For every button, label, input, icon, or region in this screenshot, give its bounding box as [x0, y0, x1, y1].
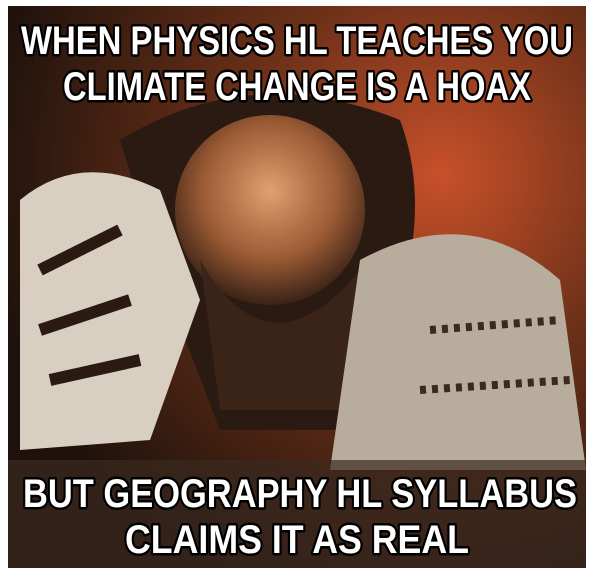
bottom-caption: CLAIMS IT AS REAL	[125, 518, 469, 562]
top-caption: CLIMATE CHANGE IS A HOAX	[63, 65, 531, 109]
top-caption: WHEN PHYSICS HL TEACHES YOU	[21, 19, 573, 63]
meme: WHEN PHYSICS HL TEACHES YOU CLIMATE CHAN…	[0, 0, 593, 574]
bottom-caption: BUT GEOGRAPHY HL SYLLABUS	[23, 472, 577, 516]
page: WHEN PHYSICS HL TEACHES YOU CLIMATE CHAN…	[0, 0, 593, 574]
